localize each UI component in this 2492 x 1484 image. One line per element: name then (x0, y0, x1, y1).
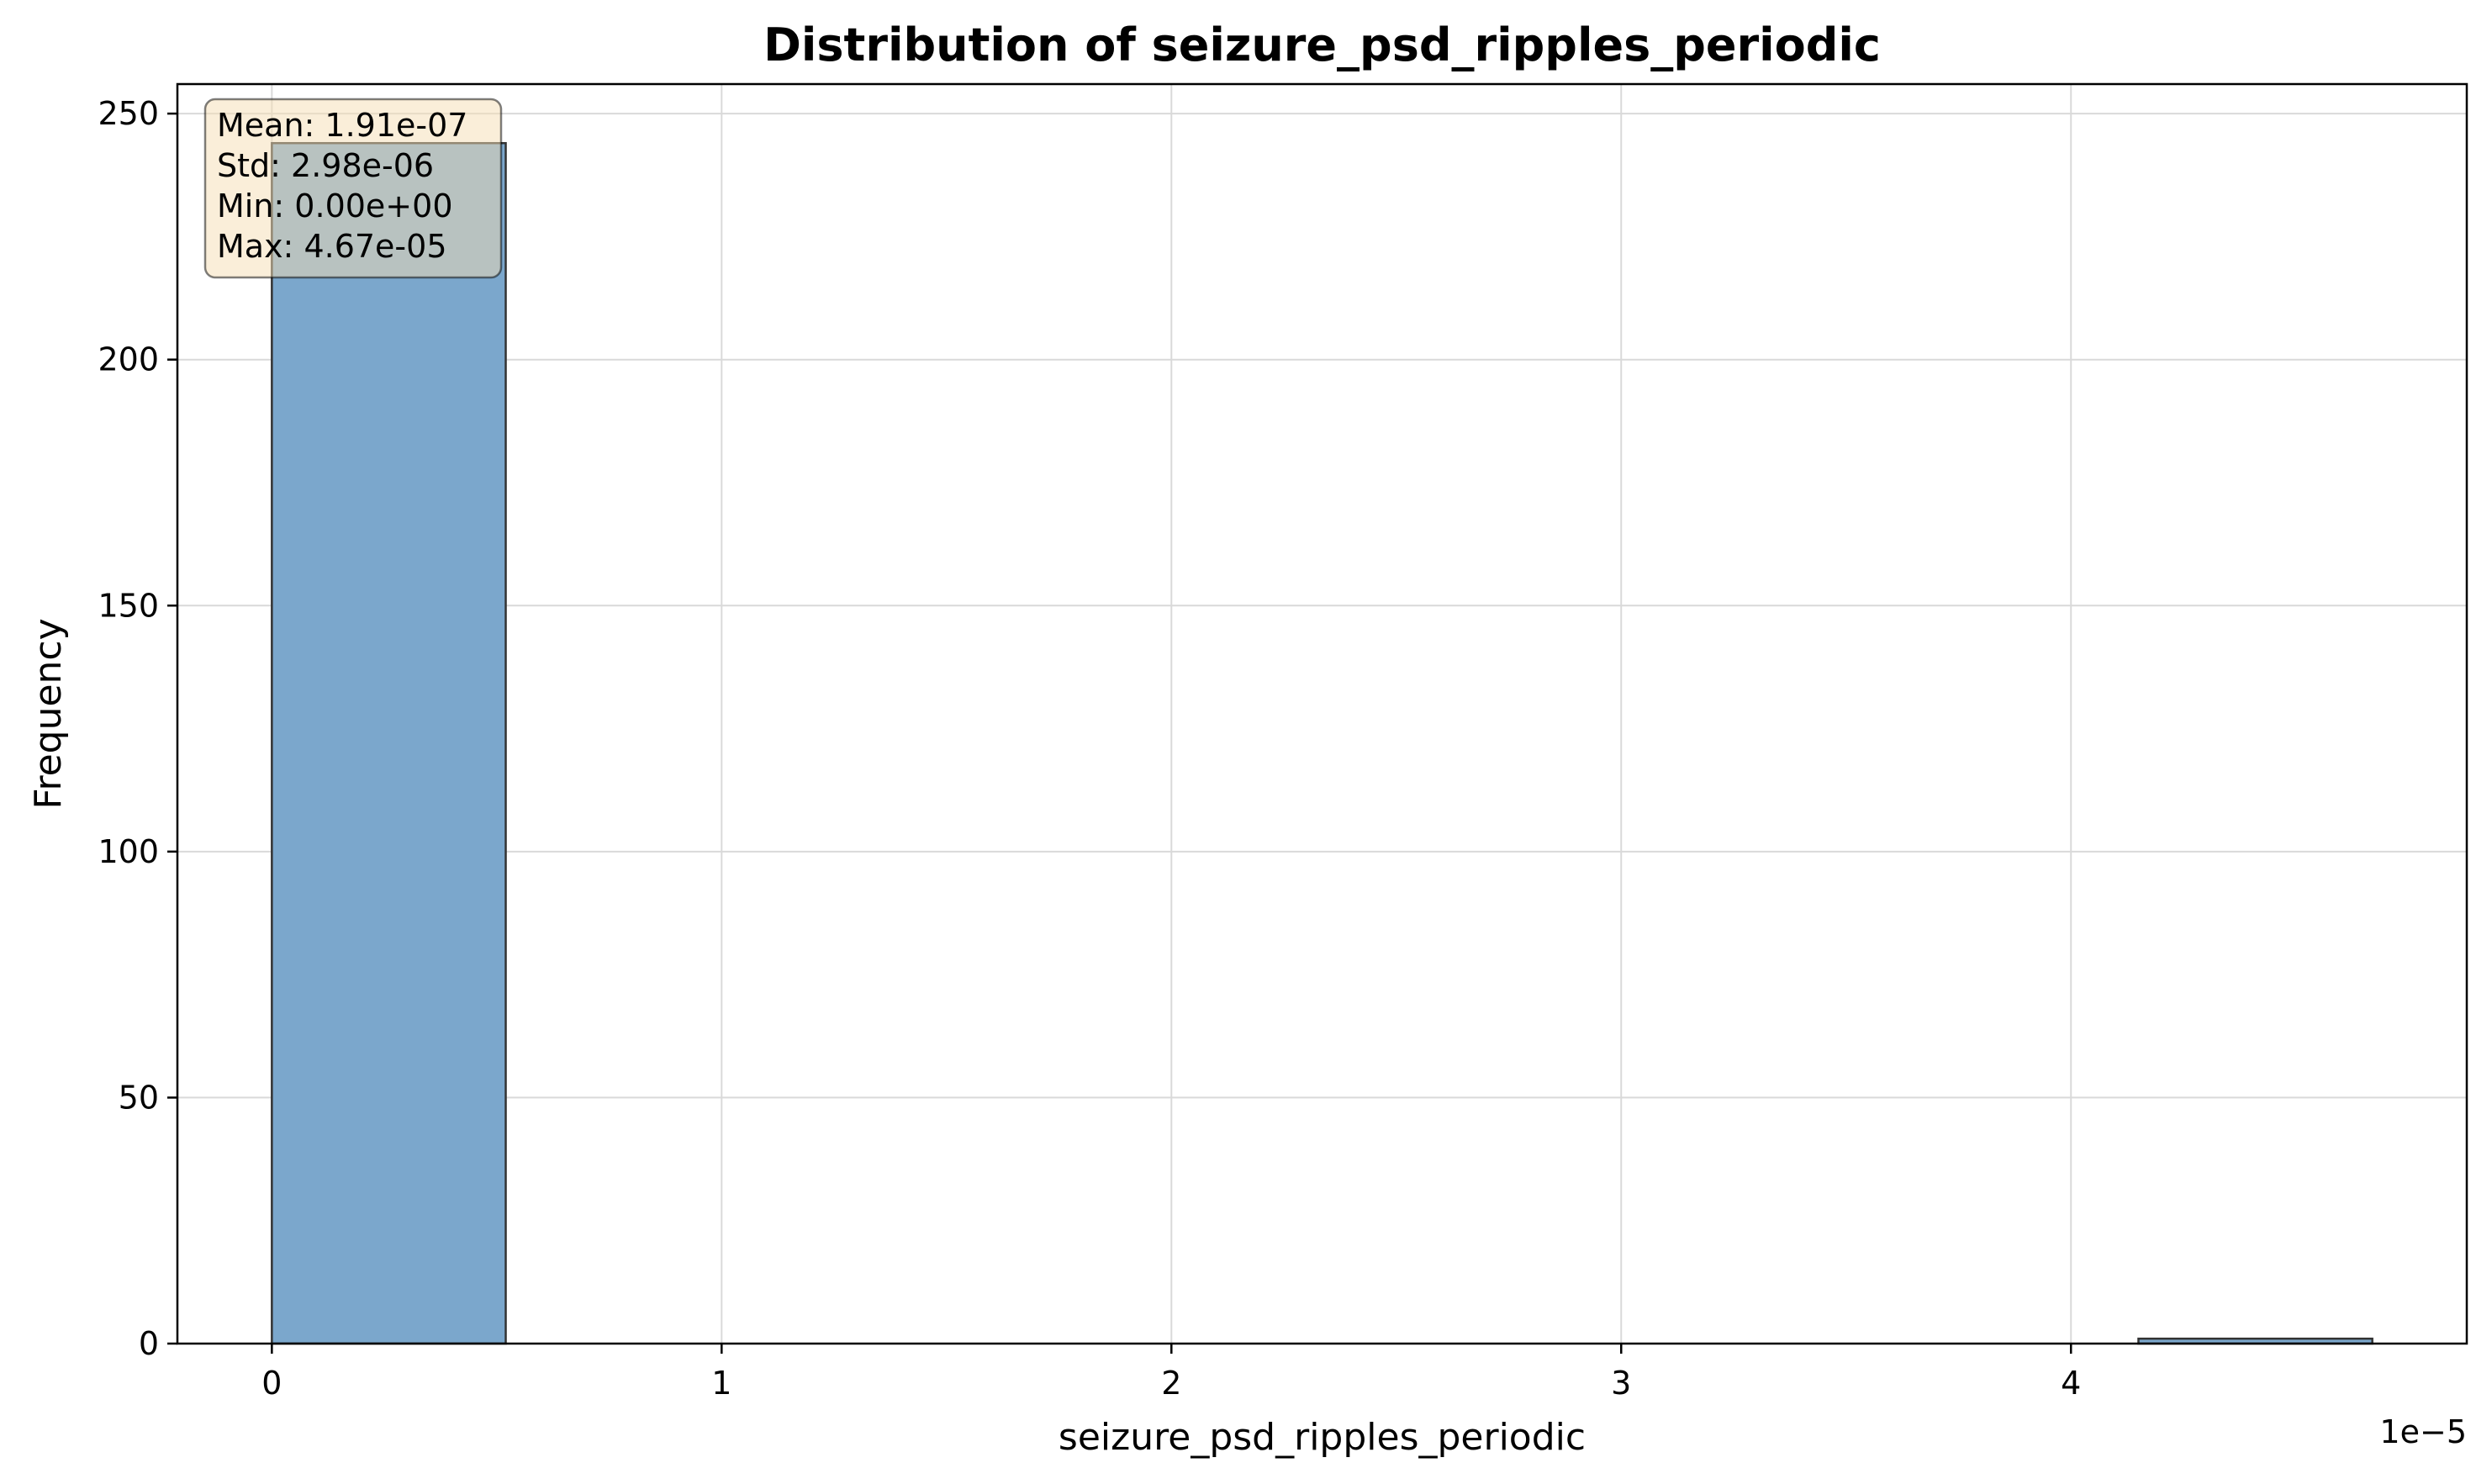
stats-min: Min: 0.00e+00 (217, 187, 453, 224)
y-tick-label: 150 (98, 587, 159, 624)
x-tick-label: 0 (261, 1365, 282, 1402)
y-tick-label: 250 (98, 95, 159, 132)
stats-mean: Mean: 1.91e-07 (217, 107, 467, 144)
x-axis-offset-text: 1e−5 (2379, 1413, 2467, 1450)
x-axis-ticks: 0 1 2 3 4 (261, 1344, 2081, 1402)
y-axis-label: Frequency (27, 618, 70, 809)
stats-box-background (203, 98, 503, 279)
x-tick-label: 1 (711, 1365, 731, 1402)
x-axis-label: seizure_psd_ripples_periodic (1059, 1416, 1586, 1459)
y-tick-label: 200 (98, 341, 159, 378)
histogram-bars (271, 141, 2373, 1345)
y-tick-label: 100 (98, 833, 159, 870)
plot-frame (176, 82, 2468, 1345)
stats-box: Mean: 1.91e-07 Std: 2.98e-06 Min: 0.00e+… (203, 98, 503, 279)
y-tick-label: 50 (119, 1079, 159, 1116)
chart-title: Distribution of seizure_psd_ripples_peri… (763, 18, 1881, 71)
x-tick-label: 3 (1611, 1365, 1631, 1402)
stats-std: Std: 2.98e-06 (217, 147, 434, 184)
stats-max: Max: 4.67e-05 (217, 228, 447, 265)
x-tick-label: 2 (1161, 1365, 1181, 1402)
histogram-bar (271, 141, 507, 1345)
y-axis-ticks: 0 50 100 150 200 250 (98, 95, 177, 1362)
x-tick-label: 4 (2061, 1365, 2081, 1402)
grid-lines (177, 84, 2467, 1344)
y-tick-label: 0 (139, 1325, 159, 1362)
